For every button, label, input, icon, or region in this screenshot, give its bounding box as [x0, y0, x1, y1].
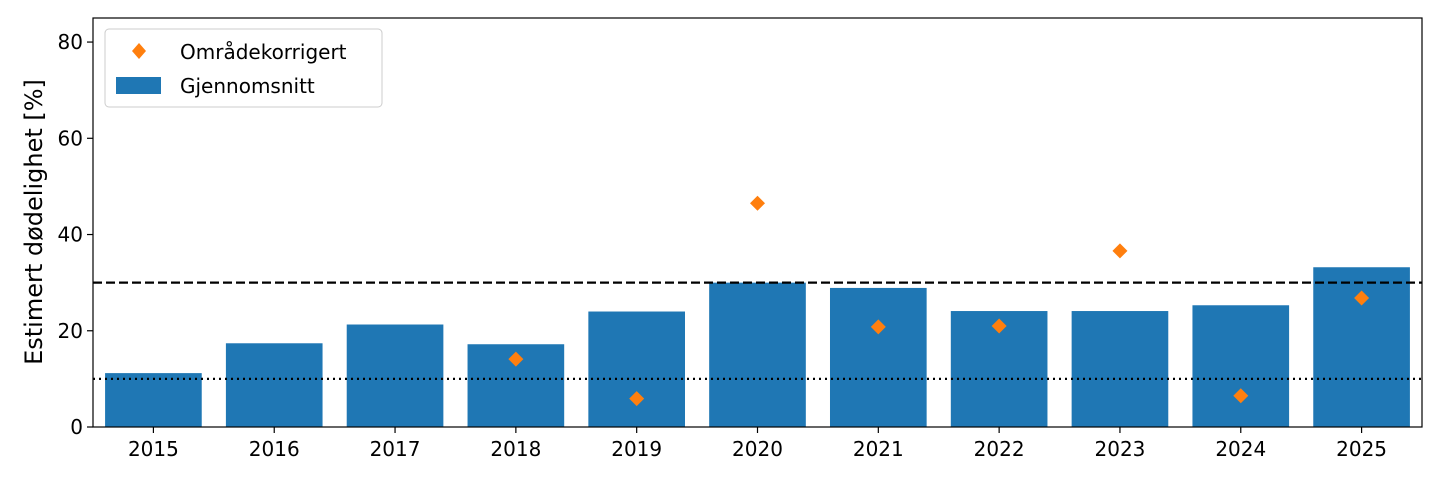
x-tick-label-2016: 2016	[249, 437, 300, 461]
x-tick-label-2025: 2025	[1336, 437, 1387, 461]
bar-2020	[709, 282, 806, 427]
y-axis-title: Estimert dødelighet [%]	[20, 79, 48, 365]
point-2025	[1354, 290, 1370, 306]
bar-2021	[829, 287, 927, 427]
bar-2016	[225, 343, 323, 427]
bar-2023	[1071, 311, 1169, 427]
x-tick-label-2023: 2023	[1095, 437, 1146, 461]
y-tick-label-80: 80	[58, 30, 83, 54]
x-tick-label-2024: 2024	[1215, 437, 1266, 461]
bar-2024	[1192, 305, 1290, 427]
y-tick-label-0: 0	[70, 415, 83, 439]
y-tick-label-60: 60	[58, 126, 83, 150]
bar-2015	[105, 373, 202, 427]
y-tick-label-40: 40	[58, 223, 83, 247]
bar-2019	[588, 311, 685, 427]
x-tick-label-2018: 2018	[490, 437, 541, 461]
point-2022	[991, 318, 1007, 334]
legend: Områdekorrigert Gjennomsnitt	[104, 28, 383, 108]
x-tick-label-2017: 2017	[370, 437, 421, 461]
point-2023	[1112, 243, 1128, 259]
legend-label-gjennomsnitt: Gjennomsnitt	[180, 74, 315, 98]
bar-2017	[346, 324, 444, 427]
x-tick-label-2020: 2020	[732, 437, 783, 461]
x-tick-label-2019: 2019	[611, 437, 662, 461]
legend-swatch-gjennomsnitt	[116, 77, 161, 94]
point-2021	[870, 319, 886, 335]
x-tick-label-2015: 2015	[128, 437, 179, 461]
x-tick-label-2021: 2021	[853, 437, 904, 461]
y-tick-label-20: 20	[58, 319, 83, 343]
point-2024	[1233, 388, 1249, 404]
legend-marker-omradekorrigert	[132, 43, 146, 59]
point-2018	[508, 351, 524, 367]
legend-box	[104, 28, 383, 108]
legend-label-omradekorrigert: Områdekorrigert	[180, 40, 347, 64]
point-2020	[750, 195, 765, 211]
x-tick-label-2022: 2022	[974, 437, 1025, 461]
point-2019	[629, 391, 645, 407]
plot-area: 2015 2016 2017 2018 2019 2020 2021 2022 2023 2024…	[58, 17, 1423, 461]
